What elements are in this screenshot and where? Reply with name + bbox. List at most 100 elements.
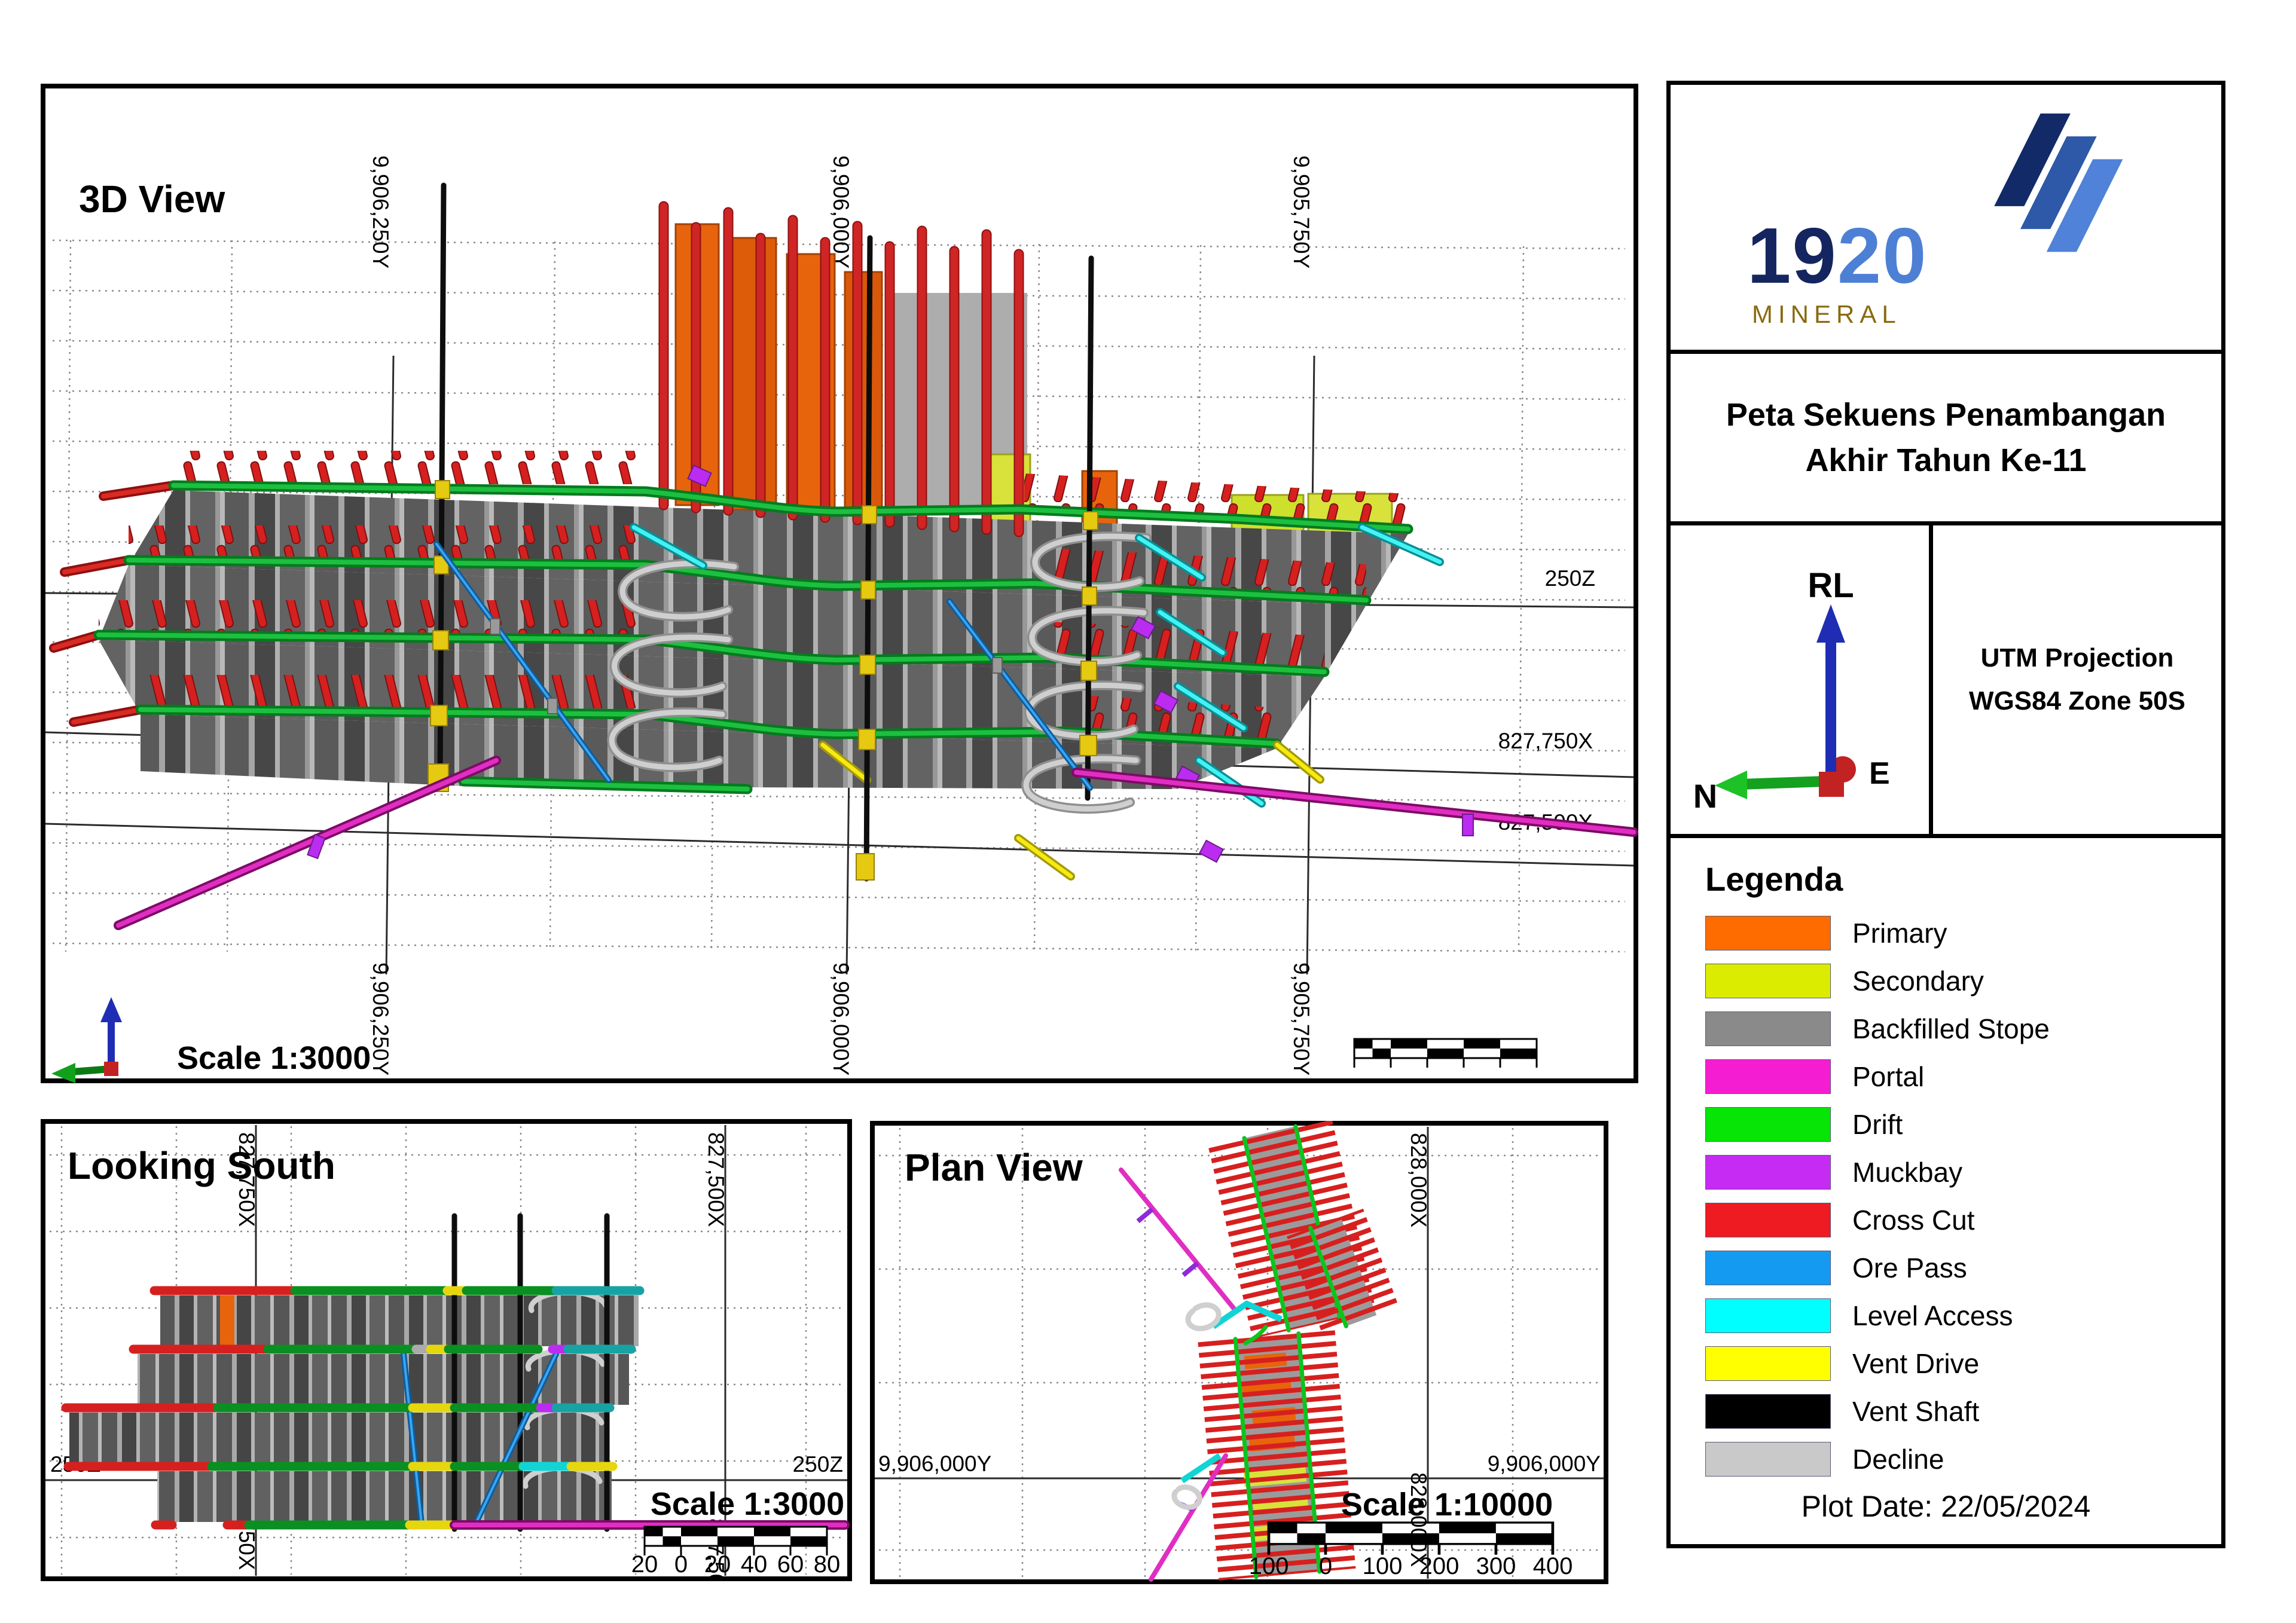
svg-text:0: 0: [674, 1551, 688, 1578]
svg-text:N: N: [1693, 777, 1717, 815]
panel-title: 3D View: [79, 178, 225, 221]
svg-text:828,000X: 828,000X: [1406, 1133, 1431, 1227]
legend-label: Ore Pass: [1852, 1252, 1967, 1283]
logo-box: 1920 MINERAL: [1671, 85, 2221, 354]
legend-label: Backfilled Stope: [1852, 1013, 2050, 1044]
legend-label: Primary: [1852, 918, 1947, 949]
grid-labels: 828,000X 9,906,000Y 9,906,000Y: [878, 1133, 1601, 1476]
map-title-line2: Akhir Tahun Ke-11: [1805, 442, 2087, 478]
legend-swatch: [1705, 1394, 1831, 1429]
legend: Legenda Primary Secondary Backfilled Sto…: [1671, 838, 2221, 1544]
svg-text:9,905,750Y: 9,905,750Y: [1289, 962, 1314, 1075]
svg-text:9,906,250Y: 9,906,250Y: [368, 962, 393, 1075]
level-tubes: [61, 1286, 645, 1530]
legend-swatch: [1705, 1155, 1831, 1190]
legend-swatch: [1705, 1059, 1831, 1094]
svg-text:827,500X: 827,500X: [704, 1132, 728, 1227]
legend-swatch: [1705, 916, 1831, 950]
svg-text:250Z: 250Z: [793, 1452, 843, 1477]
level-access-tubes: [630, 523, 1444, 808]
compass-rose-icon: RL N E: [1693, 566, 1890, 815]
legend-item: Drift: [1705, 1107, 2221, 1142]
svg-text:20: 20: [1414, 1074, 1441, 1083]
legend-item: Level Access: [1705, 1298, 2221, 1334]
svg-text:E: E: [1869, 756, 1890, 791]
ore-passes: [433, 541, 1093, 791]
projection-box: UTM Projection WGS84 Zone 50S: [1933, 525, 2221, 834]
x-label-bottom: 828,000X: [1406, 1472, 1431, 1567]
svg-text:20: 20: [631, 1551, 658, 1578]
legend-label: Vent Shaft: [1852, 1396, 1980, 1427]
svg-text:40: 40: [1451, 1074, 1477, 1083]
logo-20: 20: [1837, 212, 1928, 299]
primary-streak: [220, 1295, 234, 1347]
cross-cut-masts: [658, 201, 1024, 537]
title-block: 1920 MINERAL Peta Sekuens Penambangan Ak…: [1666, 81, 2225, 1548]
projection-line2: WGS84 Zone 50S: [1969, 686, 2185, 716]
svg-text:9,906,000Y: 9,906,000Y: [1488, 1451, 1601, 1476]
legend-item: Secondary: [1705, 963, 2221, 999]
legend-swatch: [1705, 1011, 1831, 1046]
legend-item: Vent Drive: [1705, 1346, 2221, 1381]
map-title-box: Peta Sekuens Penambangan Akhir Tahun Ke-…: [1671, 354, 2221, 525]
projection-line1: UTM Projection: [1980, 643, 2174, 673]
mine-structure-3d: [49, 182, 1638, 930]
scale-label: Scale 1:3000: [651, 1486, 844, 1522]
scale-label: Scale 1:10000: [1341, 1487, 1553, 1523]
svg-text:60: 60: [777, 1551, 804, 1578]
logo-mark-icon: [1994, 113, 2123, 252]
compass: RL N E: [1671, 525, 1933, 834]
vent-shafts: [451, 1213, 610, 1532]
legend-item: Cross Cut: [1705, 1202, 2221, 1238]
panel-looking-south: 827,750X 827,500X 827,750X 827,500X 250Z…: [41, 1119, 852, 1581]
legend-swatch: [1705, 1107, 1831, 1142]
svg-text:100: 100: [1363, 1553, 1403, 1579]
legend-item: Backfilled Stope: [1705, 1011, 2221, 1047]
svg-text:250Z: 250Z: [1545, 566, 1595, 591]
svg-text:0: 0: [1384, 1074, 1397, 1083]
legend-swatch: [1705, 1442, 1831, 1477]
legend-swatch: [1705, 1203, 1831, 1237]
panel-plan-view: 828,000X 9,906,000Y 9,906,000Y: [870, 1121, 1608, 1584]
logo-text: 1920: [1747, 210, 1928, 301]
upper-lobe-2: [1287, 1208, 1399, 1335]
panel-title: Plan View: [905, 1146, 1083, 1189]
legend-label: Portal: [1852, 1061, 1925, 1092]
svg-text:9,905,750Y: 9,905,750Y: [1289, 155, 1314, 268]
svg-text:40: 40: [741, 1551, 768, 1578]
map-title-line1: Peta Sekuens Penambangan: [1726, 397, 2166, 433]
cross-cut-teeth: [99, 451, 1408, 740]
vent-drives: [819, 741, 1324, 881]
svg-text:0: 0: [1319, 1553, 1332, 1579]
svg-text:20: 20: [1341, 1074, 1368, 1083]
panel-title: Looking South: [68, 1144, 335, 1187]
svg-text:9,906,000Y: 9,906,000Y: [829, 962, 853, 1075]
compass-box: RL N E UTM Projection WGS84 Zone 50S: [1671, 525, 2221, 838]
legend-label: Level Access: [1852, 1300, 2013, 1331]
legend-item: Ore Pass: [1705, 1250, 2221, 1286]
legend-heading: Legenda: [1705, 860, 1843, 898]
svg-text:200: 200: [1419, 1553, 1460, 1579]
legend-item: Muckbay: [1705, 1154, 2221, 1190]
ore-passes: [401, 1351, 559, 1527]
legend-label: Cross Cut: [1852, 1205, 1975, 1236]
scalebar-ticks: 20 0 20 40 60 80: [631, 1551, 841, 1578]
svg-text:RL: RL: [1808, 566, 1854, 605]
mine-structure-section: [61, 1213, 850, 1532]
svg-text:9,906,000Y: 9,906,000Y: [829, 155, 853, 268]
scalebar-ticks: 100 0 100 200 300 400: [1249, 1553, 1573, 1579]
legend-item: Vent Shaft: [1705, 1393, 2221, 1429]
svg-text:9,906,250Y: 9,906,250Y: [368, 155, 393, 268]
svg-text:100: 100: [1249, 1553, 1289, 1579]
decline-magenta: [114, 756, 1638, 930]
legend-label: Drift: [1852, 1109, 1903, 1140]
svg-text:20: 20: [704, 1551, 731, 1578]
legend-swatch: [1705, 1346, 1831, 1381]
lobe-connector: [1243, 1325, 1268, 1346]
legend-item: Primary: [1705, 915, 2221, 951]
scalebar-ticks: 20 0 20 40 60 80: [1341, 1074, 1550, 1083]
legend-swatch: [1705, 1298, 1831, 1333]
logo-19: 19: [1747, 212, 1837, 299]
legend-label: Secondary: [1852, 965, 1984, 997]
panel-3d-view: 3D View 9,906,250Y 9,906,000Y: [41, 84, 1638, 1083]
